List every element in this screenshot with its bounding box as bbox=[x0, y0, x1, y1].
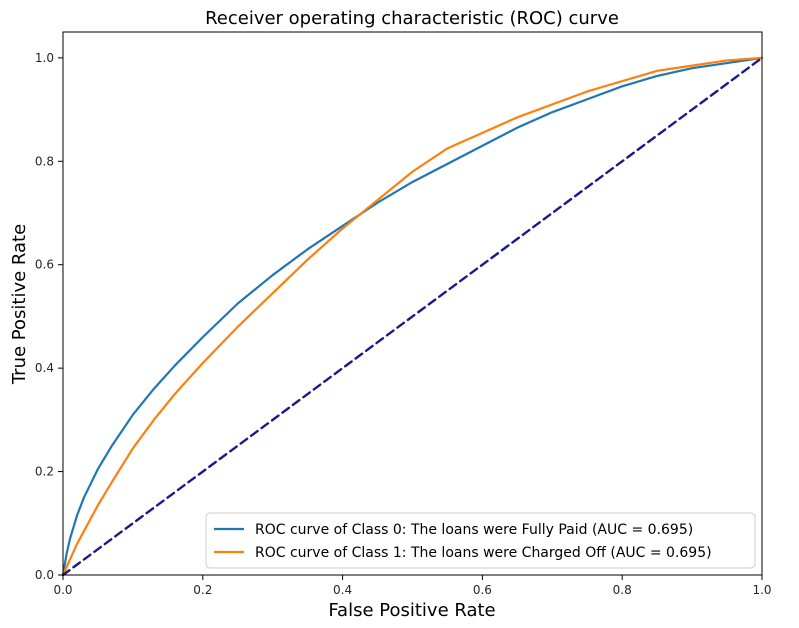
x-tick-label: 1.0 bbox=[752, 583, 771, 597]
y-axis-ticks: 0.0 0.2 0.4 0.6 0.8 1.0 bbox=[35, 51, 63, 582]
roc-curve-class-1 bbox=[61, 56, 764, 577]
chart-title: Receiver operating characteristic (ROC) … bbox=[205, 8, 619, 29]
x-tick-label: 0.6 bbox=[473, 583, 492, 597]
y-tick-label: 1.0 bbox=[35, 51, 54, 65]
x-tick-label: 0.8 bbox=[613, 583, 632, 597]
legend-label-class-1: ROC curve of Class 1: The loans were Cha… bbox=[255, 545, 712, 561]
chance-diagonal-line bbox=[61, 56, 764, 577]
y-axis-title: True Positive Rate bbox=[9, 224, 30, 385]
y-tick-label: 0.8 bbox=[35, 154, 54, 168]
plot-lines bbox=[61, 56, 764, 577]
y-tick-label: 0.2 bbox=[35, 465, 54, 479]
y-tick-label: 0.0 bbox=[35, 568, 54, 582]
plot-area-frame bbox=[62, 31, 763, 576]
x-axis-title: False Positive Rate bbox=[328, 600, 495, 621]
legend-label-class-0: ROC curve of Class 0: The loans were Ful… bbox=[255, 522, 693, 538]
y-tick-label: 0.4 bbox=[35, 361, 54, 375]
legend: ROC curve of Class 0: The loans were Ful… bbox=[205, 512, 756, 569]
y-tick-label: 0.6 bbox=[35, 258, 54, 272]
roc-curve-class-0 bbox=[61, 56, 764, 577]
x-axis-ticks: 0.0 0.2 0.4 0.6 0.8 1.0 bbox=[53, 575, 772, 597]
legend-box bbox=[205, 512, 756, 569]
x-tick-label: 0.4 bbox=[333, 583, 352, 597]
x-tick-label: 0.0 bbox=[53, 583, 72, 597]
x-tick-label: 0.2 bbox=[193, 583, 212, 597]
